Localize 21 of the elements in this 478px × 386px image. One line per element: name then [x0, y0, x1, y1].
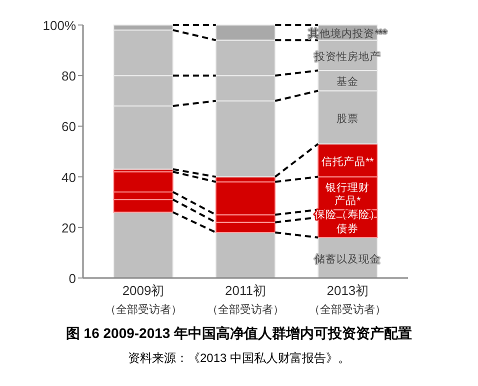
series-label: 债券 [336, 222, 359, 235]
series-label: 信托产品** [322, 154, 374, 168]
x-tick-label: 2009初（全部受访者） [104, 283, 182, 316]
y-tick-label: 40 [62, 170, 76, 185]
x-tick-label: 2013初（全部受访者） [309, 283, 386, 316]
y-tick-label: 60 [62, 119, 76, 134]
y-tick-label: 0 [68, 271, 76, 286]
text: 图 16 2009-2013 年中国高净值人群增内可投资资产配置 [66, 325, 412, 341]
series-label: 储蓄以及现金 [314, 252, 381, 266]
bar [113, 212, 174, 278]
y-tick-label: 80 [62, 68, 76, 84]
y-tick-label: 20 [62, 220, 76, 236]
series-label: 银行理财产品* [324, 181, 370, 208]
series-label: 股票 [336, 112, 359, 125]
series-label: 其他境内投资*** [308, 27, 387, 40]
bar [215, 232, 276, 278]
text: 资料来源：《2013 中国私人财富报告》。 [128, 351, 350, 365]
series-label: 基金 [336, 75, 359, 88]
x-tick-label: 2011初（全部受访者） [207, 283, 284, 316]
series-label: 投资性房地产 [314, 50, 381, 63]
y-tick-label: 100% [42, 18, 76, 33]
